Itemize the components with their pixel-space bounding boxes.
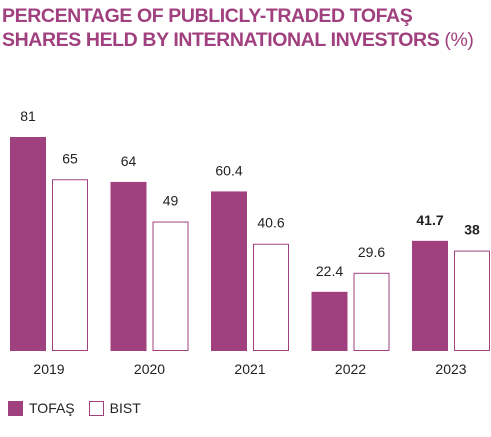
x-tick-label-2021: 2021 — [234, 361, 265, 377]
legend-item-bist: BIST — [88, 400, 141, 416]
data-label-tofas-2020: 64 — [121, 153, 137, 169]
bar-bist-2021 — [253, 243, 289, 352]
legend-swatch-tofas — [8, 400, 23, 416]
bar-tofas-2019 — [10, 137, 46, 351]
bar-tofas-2021 — [211, 191, 247, 351]
legend-label-tofas: TOFAŞ — [29, 400, 75, 416]
legend-item-tofas: TOFAŞ — [8, 400, 75, 416]
bar-tofas-2020 — [110, 181, 147, 351]
bar-bist-2022 — [353, 272, 390, 351]
data-label-bist-2019: 65 — [62, 150, 78, 166]
legend-label-bist: BIST — [109, 400, 141, 416]
chart-title-text: PERCENTAGE OF PUBLICLY-TRADED TOFAŞ SHAR… — [2, 5, 440, 51]
data-label-tofas-2023: 41.7 — [416, 212, 443, 228]
data-label-tofas-2021: 60.4 — [215, 162, 242, 178]
data-label-tofas-2022: 22.4 — [316, 263, 343, 279]
data-label-tofas-2019: 81 — [20, 108, 36, 124]
x-tick-label-2020: 2020 — [134, 361, 165, 377]
bar-bist-2023 — [454, 250, 490, 351]
legend: TOFAŞ BIST — [8, 400, 155, 416]
x-tick-label-2022: 2022 — [335, 361, 366, 377]
x-tick-label-2019: 2019 — [33, 361, 64, 377]
x-tick-label-2023: 2023 — [435, 361, 466, 377]
data-label-bist-2021: 40.6 — [257, 215, 284, 231]
data-label-bist-2022: 29.6 — [358, 244, 385, 260]
chart-title: PERCENTAGE OF PUBLICLY-TRADED TOFAŞ SHAR… — [2, 4, 482, 52]
bar-tofas-2022 — [311, 291, 348, 351]
bar-bist-2019 — [52, 179, 88, 351]
chart-title-unit: (%) — [444, 29, 474, 51]
data-label-bist-2023: 38 — [464, 222, 480, 238]
data-label-bist-2020: 49 — [163, 193, 179, 209]
bar-tofas-2023 — [412, 240, 448, 351]
bar-bist-2020 — [152, 221, 189, 351]
legend-swatch-bist — [88, 400, 104, 416]
